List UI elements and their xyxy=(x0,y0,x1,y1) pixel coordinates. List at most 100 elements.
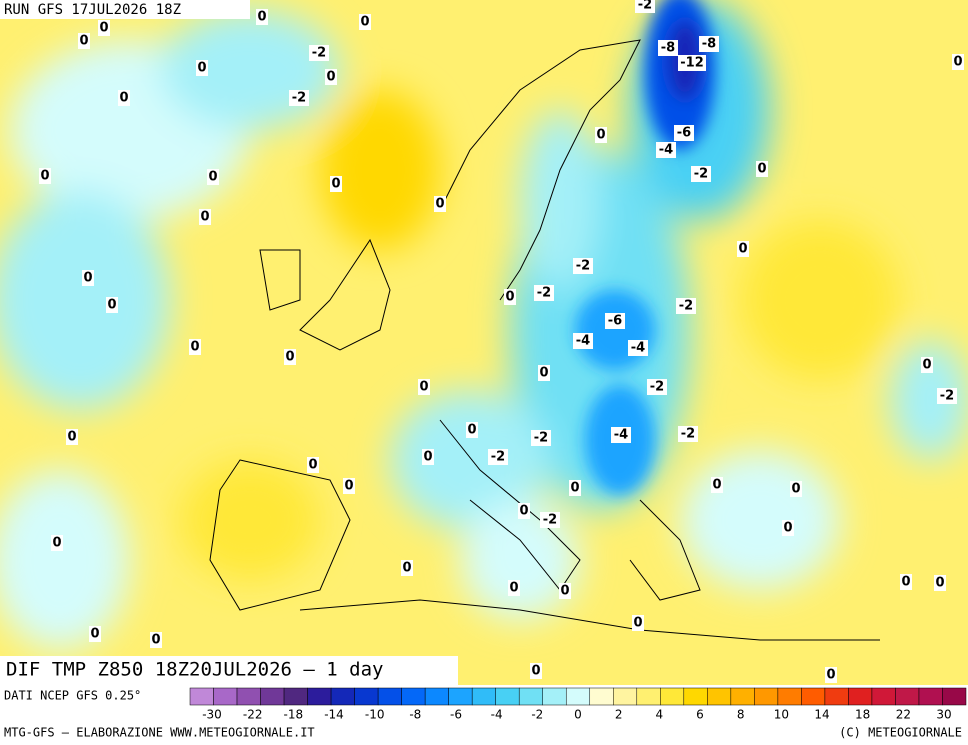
colorbar-tick-label: 30 xyxy=(936,708,951,722)
contour-label: 0 xyxy=(922,358,931,373)
contour-label: -4 xyxy=(631,341,645,356)
contour-label: 0 xyxy=(467,423,476,438)
colorbar-swatch xyxy=(895,687,920,706)
contour-label-bg xyxy=(434,196,446,212)
contour-label-bg xyxy=(207,169,219,185)
contour-label: -4 xyxy=(614,428,628,443)
contour-label: 0 xyxy=(539,366,548,381)
contour-label: -2 xyxy=(534,431,548,446)
contour-label: 0 xyxy=(360,15,369,30)
contour-label: 0 xyxy=(435,197,444,212)
colorbar-tick-label: -18 xyxy=(284,708,304,722)
contour-label-bg xyxy=(678,426,698,442)
contour-label: -12 xyxy=(680,56,704,71)
colorbar-swatch xyxy=(518,687,543,706)
contour-label-bg xyxy=(504,289,516,305)
contour-label: 0 xyxy=(83,271,92,286)
colorbar-tick-label: -22 xyxy=(243,708,263,722)
contour-label-bg xyxy=(422,449,434,465)
contour-label-bg xyxy=(307,457,319,473)
contour-label-bg xyxy=(656,142,676,158)
contour-label-bg xyxy=(82,270,94,286)
colorbar-tick-label: -2 xyxy=(531,708,543,722)
contour-label: -2 xyxy=(940,389,954,404)
contour-label-bg xyxy=(825,667,837,683)
contour-label-bg xyxy=(325,69,337,85)
colorbar-tick-label: -6 xyxy=(450,708,462,722)
contour-label: 0 xyxy=(326,70,335,85)
contour-label: -4 xyxy=(576,334,590,349)
colorbar-tick-label: -14 xyxy=(324,708,344,722)
contour-label-bg xyxy=(189,339,201,355)
contour-label-bg xyxy=(756,161,768,177)
contour-label-bg xyxy=(78,33,90,49)
contour-label: 0 xyxy=(531,664,540,679)
contour-label: -8 xyxy=(661,41,675,56)
contour-label: 0 xyxy=(107,298,116,313)
contour-label: -2 xyxy=(679,299,693,314)
colorbar-swatch xyxy=(213,687,238,706)
colorbar-swatch xyxy=(354,687,379,706)
colorbar-tick-label: -10 xyxy=(365,708,385,722)
contour-label: 0 xyxy=(344,479,353,494)
contour-label-bg xyxy=(573,258,593,274)
contour-label-bg xyxy=(934,575,946,591)
colorbar-swatch xyxy=(307,687,332,706)
contour-label-bg xyxy=(559,583,571,599)
contour-label: 0 xyxy=(402,561,411,576)
colorbar-swatch xyxy=(683,687,708,706)
contour-label: 0 xyxy=(208,170,217,185)
contour-label-bg xyxy=(569,480,581,496)
colorbar-swatch xyxy=(377,687,402,706)
contour-label-bg xyxy=(418,379,430,395)
contour-label-bg xyxy=(790,481,802,497)
contour-label-bg xyxy=(952,54,964,70)
contour-label: 0 xyxy=(901,575,910,590)
contour-label: -2 xyxy=(681,427,695,442)
colorbar-tick-label: -8 xyxy=(409,708,421,722)
colorbar-swatch xyxy=(707,687,732,706)
credit-label: MTG-GFS – ELABORAZIONE WWW.METEOGIORNALE… xyxy=(4,726,315,740)
contour-label-bg xyxy=(39,168,51,184)
colorbar-swatch xyxy=(401,687,426,706)
contour-label: 0 xyxy=(190,340,199,355)
contour-label-bg xyxy=(98,20,110,36)
colorbar-swatch xyxy=(871,687,896,706)
contour-label-bg xyxy=(647,379,667,395)
contour-label: -2 xyxy=(576,259,590,274)
contour-label-bg xyxy=(605,313,625,329)
contour-label-bg xyxy=(937,388,957,404)
contour-label-bg xyxy=(678,55,706,71)
colorbar-swatch xyxy=(730,687,755,706)
contour-label: 0 xyxy=(826,668,835,683)
contour-label: 0 xyxy=(505,290,514,305)
colorbar-tick-label: 10 xyxy=(774,708,789,722)
contour-label: -2 xyxy=(650,380,664,395)
colorbar-tick-label: 4 xyxy=(656,708,664,722)
contour-label: 0 xyxy=(935,576,944,591)
contour-label-bg xyxy=(540,512,560,528)
map-title: DIF TMP Z850 18Z20JUL2026 – 1 day xyxy=(6,659,384,681)
contour-label: -6 xyxy=(677,126,691,141)
contour-label: 0 xyxy=(596,128,605,143)
run-label: RUN GFS 17JUL2026 18Z xyxy=(4,2,181,18)
contour-label: 0 xyxy=(738,242,747,257)
contour-label: 0 xyxy=(308,458,317,473)
contour-label-bg xyxy=(691,166,711,182)
contour-label: 0 xyxy=(99,21,108,36)
contour-label-bg xyxy=(611,427,631,443)
temperature-field xyxy=(0,0,968,685)
contour-label: -8 xyxy=(702,37,716,52)
colorbar-swatch xyxy=(236,687,261,706)
contour-label-bg xyxy=(921,357,933,373)
contour-label-bg xyxy=(106,297,118,313)
colorbar-swatch xyxy=(260,687,285,706)
colorbar-tick-label: 14 xyxy=(814,708,829,722)
colorbar-swatch xyxy=(283,687,308,706)
contour-label: -6 xyxy=(608,314,622,329)
colorbar-swatch xyxy=(754,687,779,706)
colorbar-tick-label: 22 xyxy=(896,708,911,722)
contour-label-bg xyxy=(66,429,78,445)
